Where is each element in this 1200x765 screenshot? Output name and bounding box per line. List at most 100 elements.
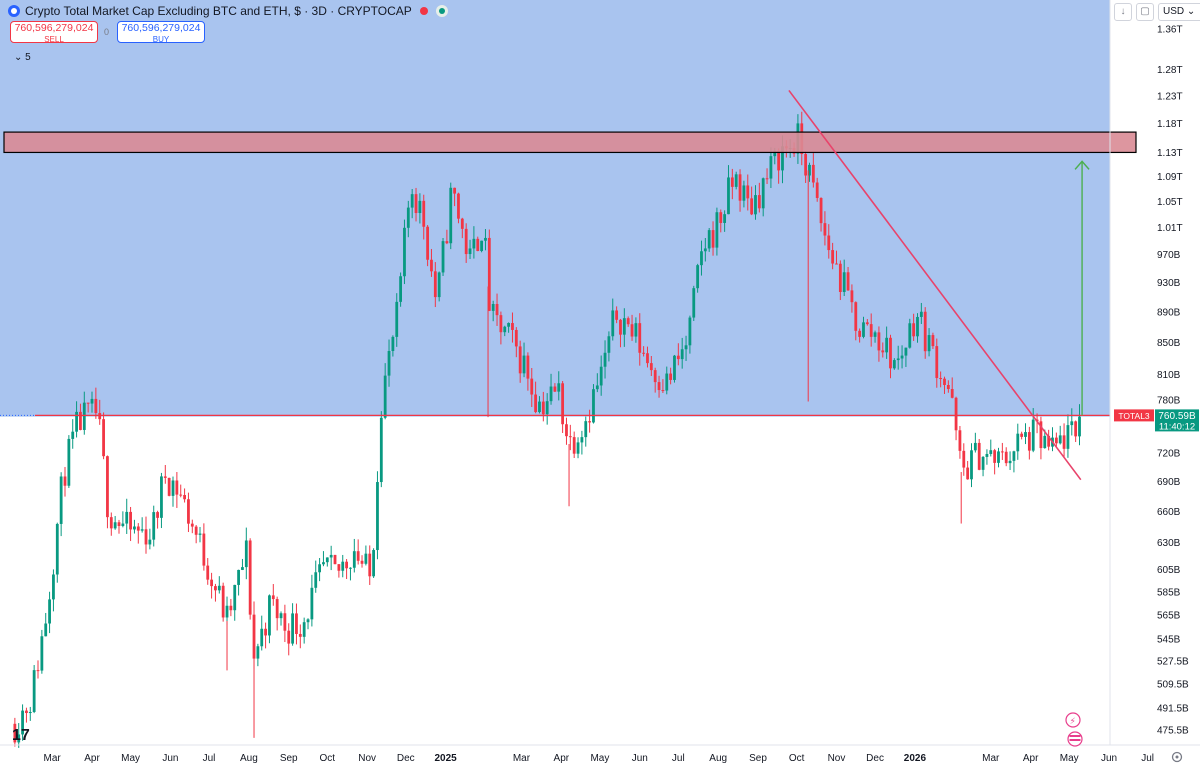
candle-body <box>530 378 534 395</box>
candle-body <box>395 301 399 337</box>
candle-body <box>912 323 916 337</box>
candle-body <box>946 385 950 390</box>
candle-body <box>1047 435 1051 447</box>
candle-body <box>584 421 588 438</box>
candle-body <box>885 337 889 353</box>
indicators-count: 5 <box>25 52 31 63</box>
candle-body <box>229 605 233 611</box>
arrow-down-icon[interactable]: ↓ <box>1114 3 1132 21</box>
candle-body <box>711 230 715 248</box>
tradingview-logo: 17 <box>12 727 30 744</box>
candle-body <box>190 523 194 527</box>
us-flag-icon[interactable] <box>1067 731 1083 747</box>
candle-body <box>561 383 565 425</box>
x-axis-tick-label: Jun <box>162 753 178 764</box>
candle-body <box>715 212 719 248</box>
candle-body <box>831 250 835 264</box>
candle-body <box>71 431 75 439</box>
screenshot-icon[interactable]: ▢ <box>1136 3 1154 21</box>
candle-body <box>171 480 175 496</box>
candle-body <box>939 378 943 380</box>
x-axis-tick-label: Dec <box>397 753 415 764</box>
candle-body <box>453 187 457 194</box>
candle-body <box>252 614 256 659</box>
candle-body <box>268 595 271 636</box>
candle-body <box>345 561 348 569</box>
y-axis-tick-label: 810B <box>1157 370 1181 381</box>
candle-body <box>449 187 453 244</box>
candle-body <box>360 560 364 564</box>
sell-button[interactable]: 760,596,279,024 SELL <box>10 21 98 44</box>
y-axis-tick-label: 690B <box>1157 477 1181 488</box>
x-axis-tick-label: Jul <box>203 753 216 764</box>
settings-gear-icon[interactable] <box>1171 751 1183 763</box>
candle-body <box>1012 451 1016 461</box>
candle-body <box>877 332 881 351</box>
candle-body <box>117 522 121 527</box>
candle-body <box>422 200 426 227</box>
y-axis-tick-label: 720B <box>1157 449 1181 460</box>
candle-body <box>464 228 468 255</box>
y-axis-tick-label: 491.5B <box>1157 704 1189 715</box>
market-status-icon <box>435 5 448 17</box>
indicators-toggle[interactable]: ⌄ 5 <box>14 52 31 63</box>
flash-icon[interactable]: ⚡ <box>1065 712 1081 728</box>
candle-body <box>611 310 615 337</box>
candle-body <box>441 241 445 273</box>
descending-trendline[interactable] <box>788 89 1082 481</box>
y-axis-tick-label: 1.18T <box>1157 119 1183 130</box>
candle-body <box>750 198 754 215</box>
last-price-tag <box>1155 409 1199 432</box>
candle-body <box>98 413 102 420</box>
candle-body <box>854 302 858 331</box>
candle-body <box>958 430 962 451</box>
candle-body <box>160 476 163 518</box>
y-axis-tick-label: 1.28T <box>1157 65 1183 76</box>
candle-body <box>896 358 900 361</box>
candle-body <box>329 554 333 558</box>
candle-body <box>769 156 773 179</box>
candle-body <box>696 265 700 289</box>
candle-body <box>514 329 518 347</box>
candle-body <box>1008 460 1012 464</box>
candle-body <box>283 613 287 631</box>
candle-body <box>90 398 94 404</box>
candle-body <box>630 324 634 337</box>
candle-body <box>599 366 603 386</box>
resistance-zone[interactable] <box>3 131 1137 154</box>
candle-body <box>858 330 862 337</box>
y-axis-tick-label: 930B <box>1157 278 1181 289</box>
candle-body <box>962 450 966 468</box>
y-axis-tick-label: 890B <box>1157 307 1181 318</box>
x-axis-tick-label: Oct <box>320 753 336 764</box>
candle-body <box>823 223 827 236</box>
candle-body <box>1062 435 1066 449</box>
candle-body <box>399 276 402 302</box>
symbol-title-row[interactable]: Crypto Total Market Cap Excluding BTC an… <box>8 4 448 18</box>
candle-body <box>842 272 846 292</box>
x-axis-tick-label: 2026 <box>904 753 927 764</box>
candle-body <box>661 390 665 392</box>
candle-body <box>557 383 561 392</box>
candle-body <box>572 437 576 454</box>
candle-body <box>935 346 939 379</box>
x-axis-tick-label: Apr <box>554 753 570 764</box>
candle-body <box>302 622 306 637</box>
candle-body <box>719 212 723 223</box>
candle-body <box>25 710 28 714</box>
symbol-price-tag <box>1114 409 1154 422</box>
candle-body <box>152 512 156 540</box>
candle-body <box>491 303 495 311</box>
candle-body <box>993 450 997 463</box>
currency-select[interactable]: USD ⌄ <box>1158 3 1200 21</box>
candle-body <box>923 311 927 352</box>
candle-body <box>615 310 619 320</box>
buy-button[interactable]: 760,596,279,024 BUY <box>117 21 205 44</box>
candle-body <box>109 517 113 529</box>
candle-body <box>997 451 1000 463</box>
candle-body <box>985 453 989 457</box>
candle-body <box>607 336 611 353</box>
candle-body <box>260 628 264 647</box>
candle-body <box>460 218 464 229</box>
